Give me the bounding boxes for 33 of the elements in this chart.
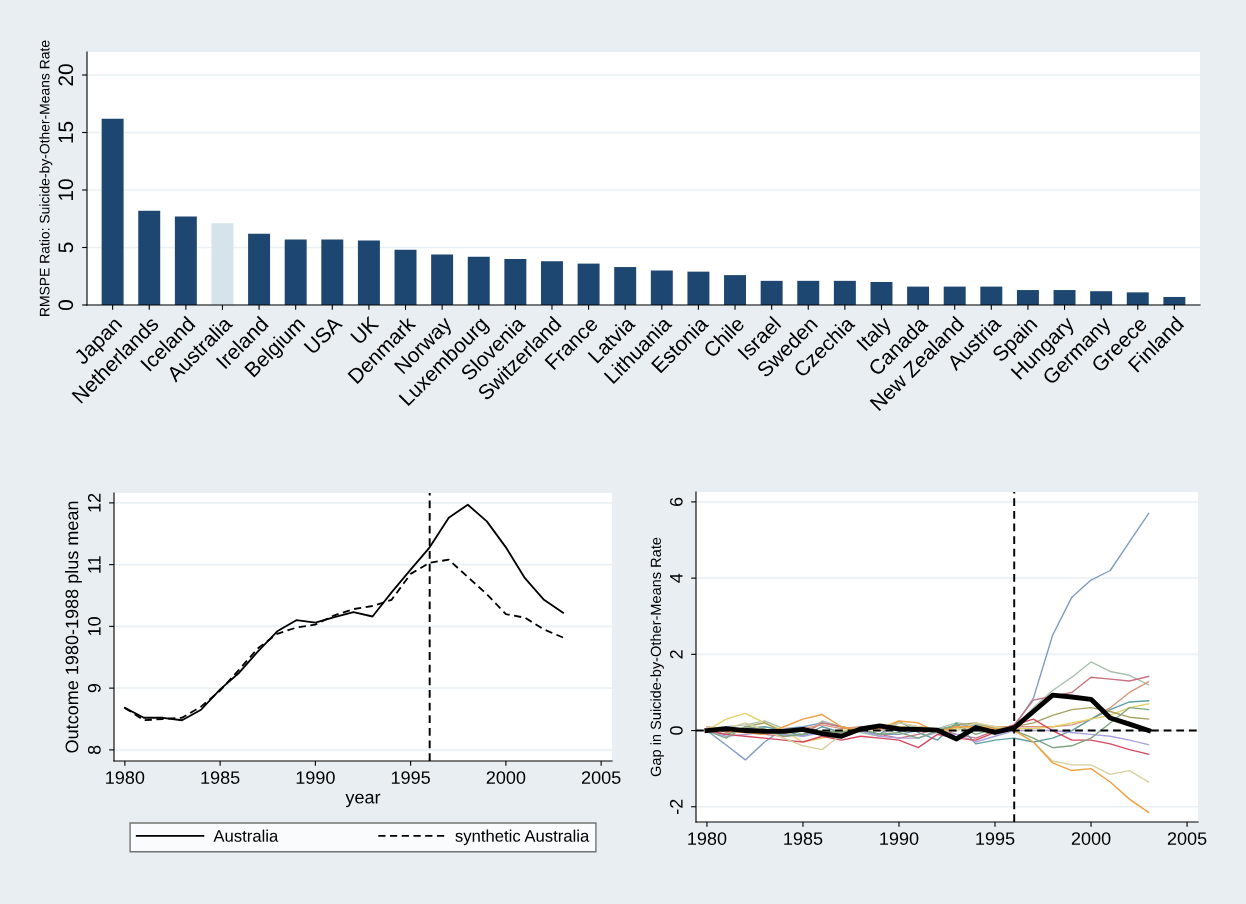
y-tick-label: 2	[669, 650, 683, 659]
x-tick-label: 1990	[880, 832, 919, 845]
y-axis-title: RMSPE Ratio: Suicide-by-Other-Means Rate	[39, 40, 53, 316]
y-tick-label: 8	[87, 745, 101, 755]
x-tick-label: 1990	[296, 771, 335, 784]
x-tick-label: 2000	[1071, 832, 1111, 845]
x-tick-label: 1980	[688, 832, 727, 845]
x-tick-label: 1985	[784, 832, 823, 845]
x-tick-label: 1980	[106, 771, 145, 784]
y-tick-label: 4	[670, 573, 683, 583]
x-axis-title: year	[345, 793, 381, 808]
x-tick-label: 1995	[391, 771, 430, 784]
y-tick-label: 12	[87, 493, 101, 512]
y-axis-title: Gap in Suicide-by-Other-Means Rate	[650, 537, 664, 777]
x-tick-label: 2000	[486, 771, 526, 784]
x-tick-label: 1985	[201, 771, 240, 784]
y-axis-title: Outcome 1980-1988 plus mean	[65, 501, 82, 753]
y-tick-label: 9	[87, 683, 101, 693]
y-tick-label: -2	[669, 799, 683, 814]
y-tick-label: 15	[58, 121, 74, 143]
y-tick-label: 0	[58, 300, 74, 310]
y-tick-label: 10	[58, 179, 74, 200]
y-tick-label: 0	[669, 726, 683, 735]
y-tick-label: 5	[58, 242, 74, 253]
y-tick-label: 10	[87, 617, 101, 636]
y-tick-label: 11	[88, 556, 101, 573]
x-tick-label: 2005	[1167, 832, 1207, 845]
x-tick-label: USA	[303, 315, 344, 355]
y-tick-label: 6	[669, 497, 683, 507]
x-tick-label: 2005	[581, 771, 621, 784]
x-tick-label: 1995	[976, 832, 1015, 845]
y-tick-label: 20	[58, 64, 74, 86]
legend-label: synthetic Australia	[455, 829, 590, 846]
